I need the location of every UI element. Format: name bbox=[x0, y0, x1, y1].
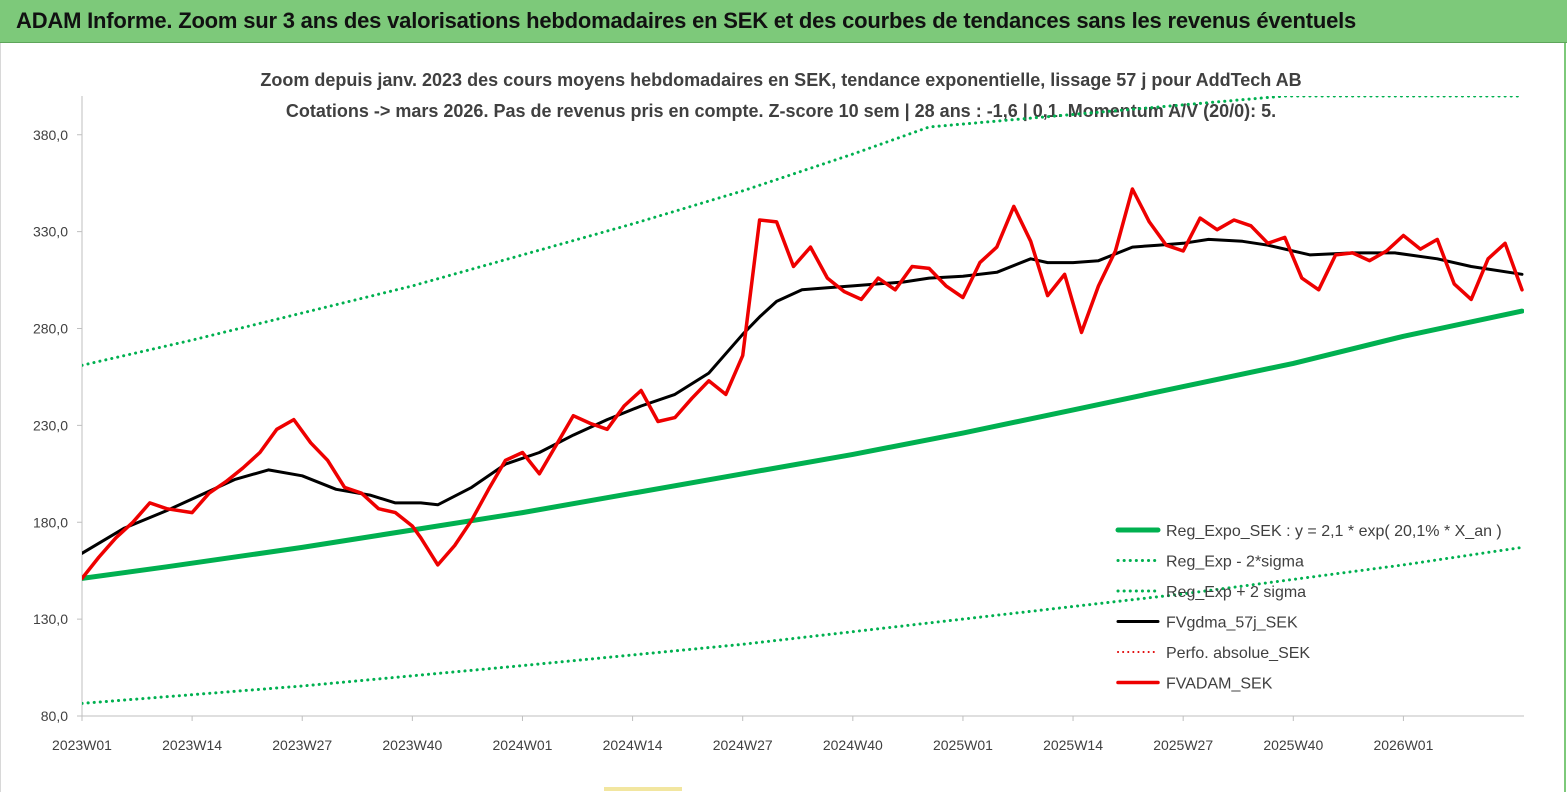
legend-label: FVgdma_57j_SEK bbox=[1166, 615, 1298, 632]
report-title: ADAM Informe. Zoom sur 3 ans des valoris… bbox=[16, 8, 1357, 33]
x-tick-label: 2023W40 bbox=[382, 737, 442, 753]
x-tick-label: 2025W27 bbox=[1153, 737, 1213, 753]
legend-label: Reg_Exp - 2*sigma bbox=[1166, 554, 1304, 571]
x-tick-label: 2023W27 bbox=[272, 737, 332, 753]
x-tick-label: 2025W40 bbox=[1263, 737, 1323, 753]
x-tick-label: 2025W14 bbox=[1043, 737, 1103, 753]
y-tick-label: 130,0 bbox=[33, 611, 68, 627]
x-tick-label: 2024W01 bbox=[493, 737, 553, 753]
series-line-fvadam bbox=[82, 187, 1524, 581]
x-tick-label: 2024W40 bbox=[823, 737, 883, 753]
series-line-reg-plus bbox=[82, 96, 1524, 367]
y-tick-label: 280,0 bbox=[33, 321, 68, 337]
x-tick-label: 2023W14 bbox=[162, 737, 222, 753]
scroll-indicator bbox=[604, 787, 682, 791]
legend-label: FVADAM_SEK bbox=[1166, 676, 1273, 693]
series-line-reg-expo bbox=[82, 308, 1524, 581]
x-tick-label: 2024W14 bbox=[603, 737, 663, 753]
series-layer bbox=[82, 96, 1524, 705]
x-tick-label: 2025W01 bbox=[933, 737, 993, 753]
x-tick-label: 2023W01 bbox=[52, 737, 112, 753]
series-line-reg-minus bbox=[82, 545, 1524, 705]
y-tick-label: 380,0 bbox=[33, 127, 68, 143]
chart-axes: 380,0 330,0 280,0 230,0 180,0 130,0 80,0 2023W0… bbox=[33, 96, 1524, 753]
legend-label: Perfo. absolue_SEK bbox=[1166, 645, 1310, 662]
chart-area bbox=[0, 43, 1566, 792]
y-tick-label: 330,0 bbox=[33, 224, 68, 240]
report-banner: ADAM Informe. Zoom sur 3 ans des valoris… bbox=[0, 0, 1567, 43]
y-tick-label: 180,0 bbox=[33, 514, 68, 530]
x-tick-label: 2026W01 bbox=[1373, 737, 1433, 753]
legend-label: Reg_Expo_SEK : y = 2,1 * exp( 20,1% * X_… bbox=[1166, 523, 1502, 540]
y-tick-label: 230,0 bbox=[33, 417, 68, 433]
series-line-fvgdma bbox=[82, 237, 1524, 555]
x-tick-label: 2024W27 bbox=[713, 737, 773, 753]
chart-title: Zoom depuis janv. 2023 des cours moyens … bbox=[260, 70, 1301, 90]
legend-label: Reg_Exp + 2 sigma bbox=[1166, 584, 1306, 601]
chart-subtitle: Cotations -> mars 2026. Pas de revenus p… bbox=[286, 101, 1276, 121]
y-tick-label: 80,0 bbox=[41, 708, 68, 724]
chart-legend: Reg_Expo_SEK : y = 2,1 * exp( 20,1% * X_… bbox=[1115, 523, 1502, 693]
